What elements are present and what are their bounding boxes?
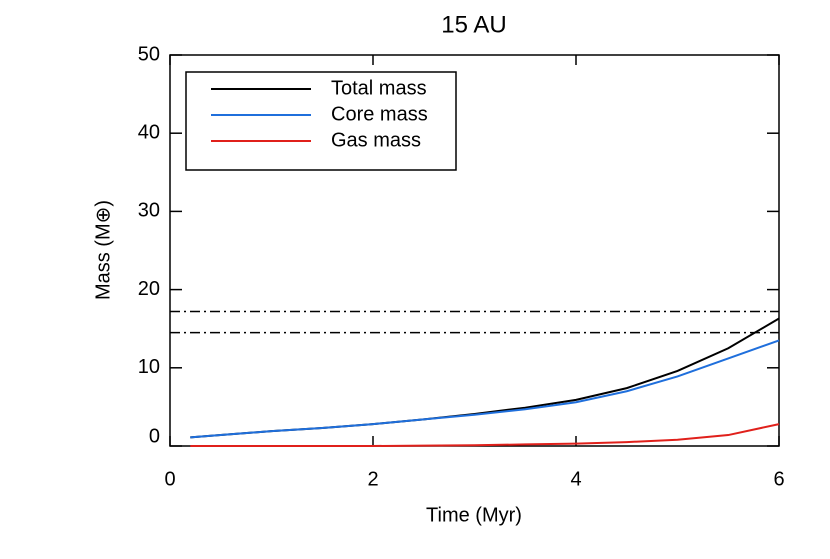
y-axis-label: Mass (M⊕) xyxy=(92,200,114,300)
x-tick-label: 4 xyxy=(570,468,581,490)
x-tick-label: 0 xyxy=(164,468,175,490)
y-tick-label: 10 xyxy=(138,356,160,378)
series-line xyxy=(190,317,780,439)
series-line xyxy=(190,423,780,447)
legend-label: Gas mass xyxy=(331,129,421,151)
y-tick-label: 20 xyxy=(138,278,160,300)
legend-label: Core mass xyxy=(331,103,428,125)
y-tick-label: 30 xyxy=(138,200,160,222)
y-tick-label: 50 xyxy=(138,43,160,65)
x-tick-label: 6 xyxy=(773,468,784,490)
x-axis-label: Time (Myr) xyxy=(426,504,522,526)
legend-label: Total mass xyxy=(331,77,427,99)
y-tick-label: 40 xyxy=(138,121,160,143)
series-line xyxy=(190,339,780,439)
x-tick-label: 2 xyxy=(367,468,378,490)
chart-title: 15 AU xyxy=(441,11,506,38)
y-tick-label: 0 xyxy=(149,425,160,447)
